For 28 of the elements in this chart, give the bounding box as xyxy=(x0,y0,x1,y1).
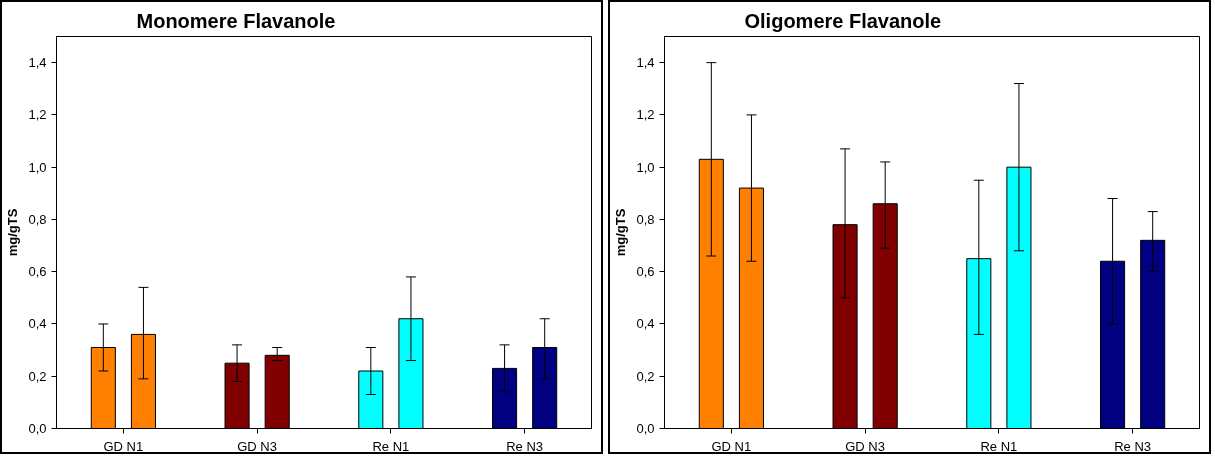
x-tick-label: GD N1 xyxy=(103,438,144,454)
y-tick-label: 1,2 xyxy=(28,107,47,123)
y-tick-label: 0,2 xyxy=(28,368,47,384)
y-tick-label: 1,0 xyxy=(636,159,655,175)
y-tick-label: 0,8 xyxy=(636,211,655,227)
y-tick-label: 0,6 xyxy=(636,264,655,280)
x-tick-label: GD N3 xyxy=(845,438,885,454)
y-tick-label: 0,4 xyxy=(28,316,47,332)
y-tick-label: 0,2 xyxy=(636,368,655,384)
x-tick-label: Re N3 xyxy=(506,438,544,454)
x-tick-label: Re N3 xyxy=(1114,438,1152,454)
x-tick-label: GD N3 xyxy=(237,438,277,454)
y-tick-label: 0,4 xyxy=(636,316,655,332)
y-axis-title: mg/gTS xyxy=(613,208,629,257)
y-tick-label: 1,4 xyxy=(636,55,655,71)
chart-title: Oligomere Flavanole xyxy=(744,9,942,32)
y-tick-label: 0,8 xyxy=(28,211,47,227)
chart-title: Monomere Flavanole xyxy=(136,9,336,32)
x-tick-label: GD N1 xyxy=(711,438,752,454)
y-tick-label: 1,4 xyxy=(28,55,47,71)
x-tick-label: Re N1 xyxy=(980,438,1018,454)
y-tick-label: 1,0 xyxy=(28,159,47,175)
x-tick-label: Re N1 xyxy=(372,438,410,454)
y-tick-label: 0,6 xyxy=(28,264,47,280)
y-tick-label: 0,0 xyxy=(28,421,47,436)
y-axis-title: mg/gTS xyxy=(5,208,21,257)
y-tick-label: 1,2 xyxy=(636,107,655,123)
y-tick-label: 0,0 xyxy=(636,421,655,436)
